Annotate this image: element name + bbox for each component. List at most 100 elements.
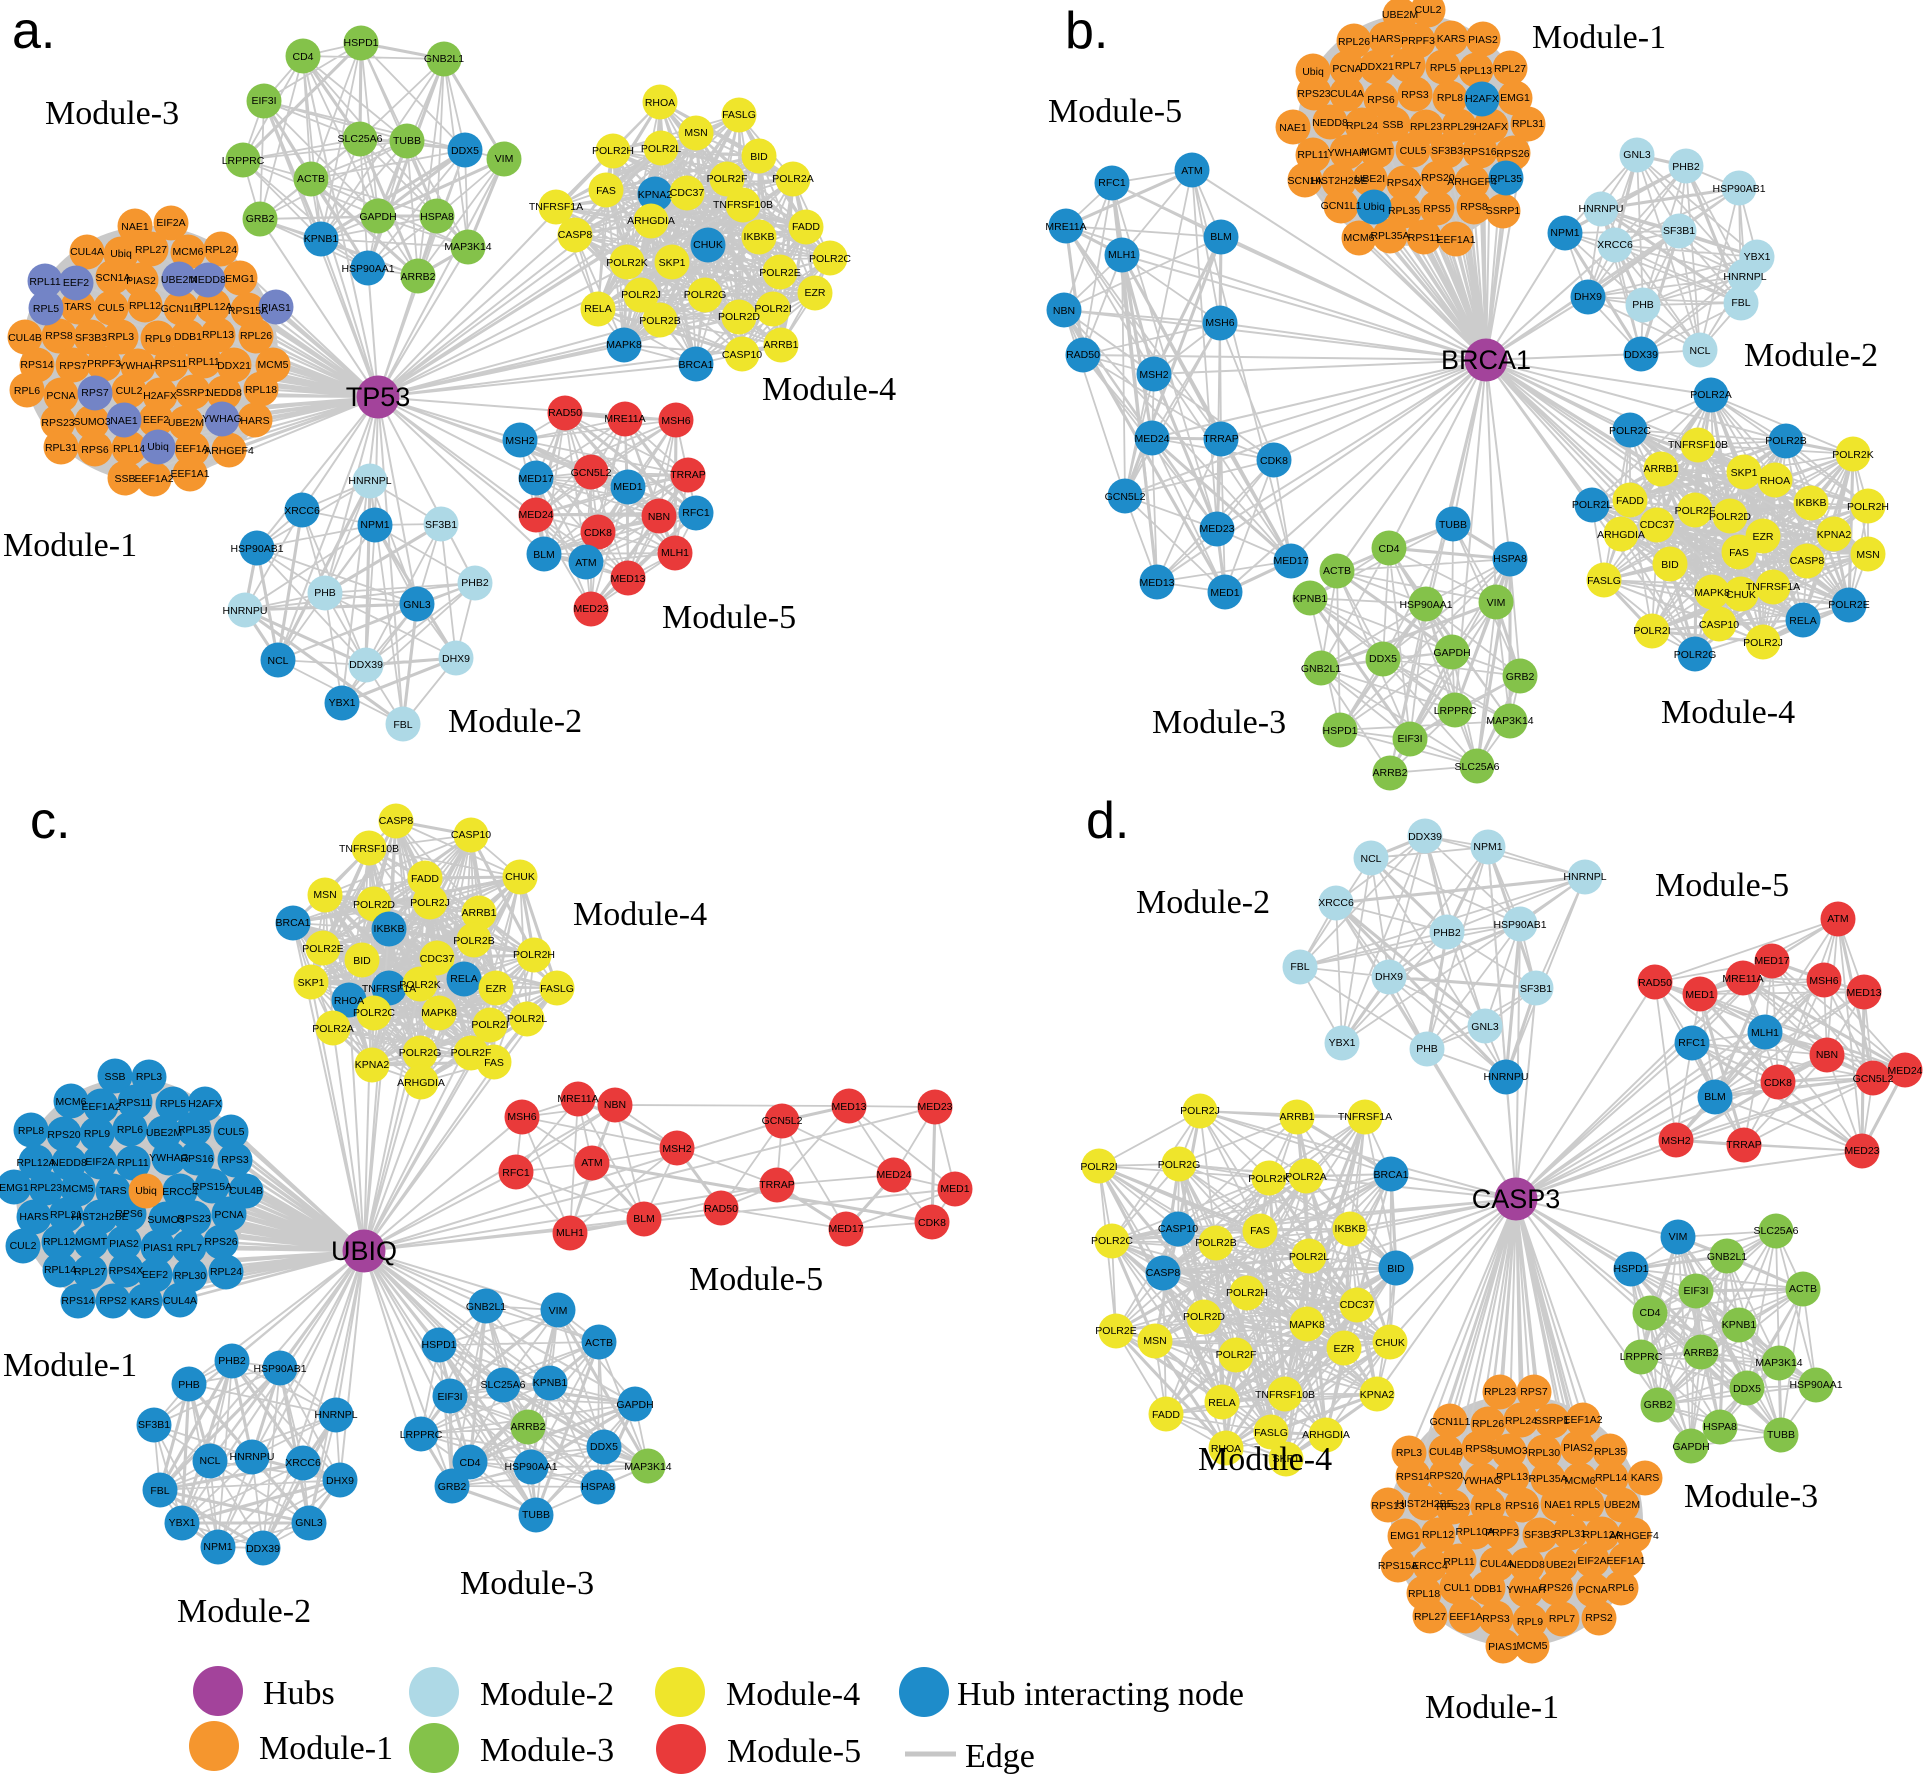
svg-text:Module-4: Module-4: [726, 1676, 860, 1713]
svg-text:FAS: FAS: [484, 1057, 504, 1069]
svg-text:MCM5: MCM5: [63, 1183, 94, 1195]
svg-text:CD4: CD4: [1639, 1307, 1660, 1319]
svg-text:VIM: VIM: [549, 1305, 568, 1317]
svg-text:IKBKB: IKBKB: [1335, 1223, 1366, 1235]
svg-text:RPL24: RPL24: [205, 244, 237, 256]
svg-text:BLM: BLM: [633, 1213, 655, 1225]
svg-text:YWHAG: YWHAG: [1462, 1475, 1502, 1487]
svg-text:MED13: MED13: [831, 1101, 866, 1113]
svg-text:RPS7: RPS7: [1520, 1386, 1548, 1398]
svg-text:ERCC4: ERCC4: [162, 1186, 198, 1198]
svg-text:POLR2B: POLR2B: [453, 935, 494, 947]
svg-text:IKBKB: IKBKB: [374, 923, 405, 935]
svg-text:POLR2I: POLR2I: [1633, 625, 1670, 637]
svg-text:MSH2: MSH2: [1661, 1135, 1690, 1147]
svg-text:ACTB: ACTB: [585, 1337, 613, 1349]
svg-text:Module-1: Module-1: [1425, 1689, 1559, 1726]
svg-text:FADD: FADD: [792, 221, 820, 233]
svg-text:HSPA8: HSPA8: [1703, 1421, 1737, 1433]
svg-text:MAPK8: MAPK8: [1694, 587, 1730, 599]
svg-text:MED23: MED23: [573, 603, 608, 615]
svg-text:POLR2K: POLR2K: [1832, 449, 1873, 461]
svg-text:SSRP1: SSRP1: [176, 387, 211, 399]
svg-text:HSP90AA1: HSP90AA1: [341, 263, 394, 275]
svg-text:RPL24: RPL24: [210, 1266, 242, 1278]
svg-text:CDC37: CDC37: [1340, 1299, 1375, 1311]
svg-text:EEF2: EEF2: [63, 277, 89, 289]
svg-text:TNFRSF1A: TNFRSF1A: [1746, 581, 1800, 593]
svg-text:YWHAH: YWHAH: [118, 360, 157, 372]
svg-text:Module-4: Module-4: [1198, 1441, 1332, 1478]
svg-text:PIAS2: PIAS2: [1468, 34, 1498, 46]
svg-text:BID: BID: [1387, 1263, 1405, 1275]
svg-text:RPL30: RPL30: [174, 1270, 206, 1282]
svg-text:CDC37: CDC37: [1640, 519, 1675, 531]
svg-text:Module-5: Module-5: [1655, 867, 1789, 904]
svg-text:KPNB1: KPNB1: [304, 233, 339, 245]
svg-text:PIAS1: PIAS1: [1488, 1641, 1518, 1653]
svg-text:ARHGEF4: ARHGEF4: [1447, 176, 1497, 188]
svg-text:RPS4X: RPS4X: [1387, 177, 1421, 189]
svg-text:PRPF3: PRPF3: [87, 358, 121, 370]
svg-text:MLH1: MLH1: [556, 1227, 584, 1239]
svg-text:RPL26: RPL26: [1338, 36, 1370, 48]
svg-text:RPL7: RPL7: [176, 1242, 202, 1254]
svg-text:GCN5L2: GCN5L2: [571, 467, 612, 479]
svg-text:EEF2: EEF2: [142, 1269, 168, 1281]
svg-text:UBE2M: UBE2M: [1382, 9, 1418, 21]
svg-text:HSP90AA1: HSP90AA1: [1399, 599, 1452, 611]
svg-text:POLR2I: POLR2I: [1080, 1161, 1117, 1173]
svg-text:HARS: HARS: [19, 1211, 48, 1223]
svg-text:FASLG: FASLG: [1587, 575, 1621, 587]
svg-text:RPS7: RPS7: [59, 360, 87, 372]
svg-text:RPL7: RPL7: [1395, 60, 1421, 72]
svg-text:HARS: HARS: [1371, 33, 1400, 45]
svg-text:RPL23: RPL23: [1484, 1386, 1516, 1398]
svg-text:MCM5: MCM5: [258, 359, 289, 371]
svg-text:Module-5: Module-5: [662, 599, 796, 636]
svg-text:POLR2C: POLR2C: [1609, 425, 1651, 437]
svg-text:RFC1: RFC1: [1678, 1037, 1706, 1049]
svg-text:DHX9: DHX9: [442, 653, 470, 665]
svg-text:SSRP1: SSRP1: [1486, 205, 1521, 217]
svg-text:Module-5: Module-5: [727, 1733, 861, 1770]
svg-text:SKP1: SKP1: [298, 977, 325, 989]
svg-text:FAS: FAS: [1250, 1225, 1270, 1237]
svg-text:EEF1A: EEF1A: [175, 443, 208, 455]
svg-text:CUL4A: CUL4A: [1330, 88, 1364, 100]
svg-text:PCNA: PCNA: [46, 390, 75, 402]
svg-text:RPL8: RPL8: [1475, 1501, 1501, 1513]
svg-text:PHB2: PHB2: [461, 577, 489, 589]
svg-text:Module-1: Module-1: [3, 1347, 137, 1384]
svg-text:RHOA: RHOA: [1211, 1443, 1241, 1455]
svg-text:CHUK: CHUK: [505, 871, 535, 883]
svg-text:IKBKB: IKBKB: [744, 231, 775, 243]
svg-text:KPNA2: KPNA2: [1360, 1389, 1395, 1401]
svg-text:FADD: FADD: [411, 873, 439, 885]
svg-text:PIAS2: PIAS2: [1563, 1442, 1593, 1454]
svg-text:RPL27: RPL27: [135, 244, 167, 256]
svg-text:TNFRSF10B: TNFRSF10B: [1255, 1389, 1315, 1401]
svg-text:RPS3: RPS3: [1401, 89, 1429, 101]
svg-text:RPL9: RPL9: [84, 1128, 110, 1140]
svg-text:RPS14: RPS14: [1396, 1471, 1429, 1483]
svg-text:HSPD1: HSPD1: [1613, 1263, 1648, 1275]
svg-text:CASP10: CASP10: [451, 829, 491, 841]
svg-text:EEF1A2: EEF1A2: [1563, 1414, 1602, 1426]
svg-text:Ubiq: Ubiq: [135, 1185, 157, 1197]
svg-text:NAE1: NAE1: [110, 415, 138, 427]
svg-text:SF3B1: SF3B1: [425, 519, 457, 531]
svg-text:TUBB: TUBB: [1767, 1429, 1795, 1441]
svg-text:POLR2E: POLR2E: [1095, 1325, 1136, 1337]
svg-text:VIM: VIM: [495, 153, 514, 165]
svg-text:PHB: PHB: [1416, 1043, 1438, 1055]
svg-text:Ubiq: Ubiq: [110, 248, 132, 260]
svg-text:ARHGDIA: ARHGDIA: [627, 215, 675, 227]
svg-text:ARRB2: ARRB2: [510, 1421, 545, 1433]
svg-text:POLR2B: POLR2B: [1765, 435, 1806, 447]
svg-text:MSN: MSN: [1143, 1335, 1166, 1347]
svg-text:MCM6: MCM6: [1344, 232, 1375, 244]
svg-text:ARHGDIA: ARHGDIA: [1302, 1429, 1350, 1441]
svg-text:RPL35A: RPL35A: [1370, 230, 1409, 242]
svg-text:Module-2: Module-2: [448, 703, 582, 740]
